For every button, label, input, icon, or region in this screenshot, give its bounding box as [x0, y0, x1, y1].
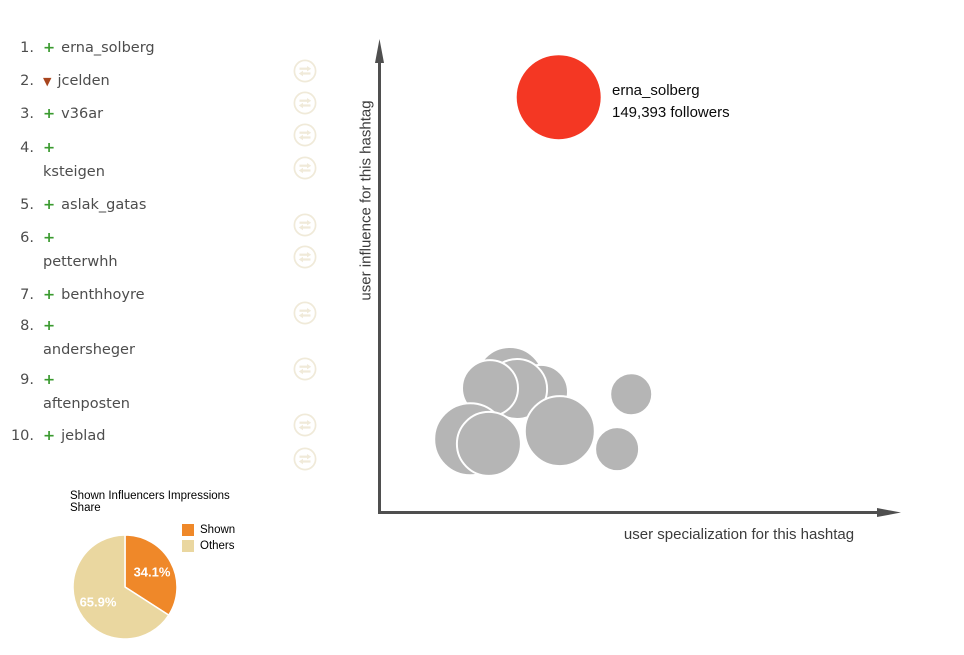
- rank-up-icon: +: [43, 428, 56, 444]
- influencer-name[interactable]: aslak_gatas: [61, 197, 147, 213]
- rank-up-icon: +: [43, 197, 56, 213]
- legend-item: Shown: [182, 522, 235, 538]
- bubble-annotation-followers: 149,393 followers: [612, 103, 730, 121]
- rank-number: 1.: [20, 40, 34, 56]
- rank-up-icon: +: [43, 140, 56, 156]
- influencer-bubble[interactable]: [594, 426, 641, 473]
- swap-arrows-icon: [293, 447, 317, 471]
- pie-chart-title: Shown Influencers Impressions Share: [70, 490, 230, 514]
- x-axis-arrow-icon: [877, 508, 901, 517]
- rank-number: 5.: [20, 197, 34, 213]
- pie-chart: [72, 534, 178, 640]
- rank-up-icon: +: [43, 287, 56, 303]
- y-axis-arrow-icon: [375, 39, 384, 63]
- swap-influencer-button[interactable]: [293, 213, 317, 237]
- swap-influencer-button[interactable]: [293, 91, 317, 115]
- rank-up-icon: +: [43, 40, 56, 56]
- bubble-annotation-name: erna_solberg: [612, 82, 700, 99]
- swap-arrows-icon: [293, 301, 317, 325]
- legend-swatch: [182, 524, 194, 536]
- legend-label: Others: [200, 540, 235, 552]
- rank-up-icon: +: [43, 318, 56, 334]
- legend-label: Shown: [200, 524, 236, 536]
- ranking-item-benthhoyre: 7. + benthhoyre: [0, 283, 145, 307]
- swap-influencer-button[interactable]: [293, 447, 317, 471]
- influencer-name[interactable]: benthhoyre: [61, 287, 145, 303]
- ranking-item-petterwhh: 6. + petterwhh: [0, 226, 118, 274]
- swap-arrows-icon: [293, 357, 317, 381]
- rank-number: 7.: [20, 287, 34, 303]
- influencer-name[interactable]: jcelden: [57, 73, 110, 89]
- rank-number: 3.: [20, 106, 34, 122]
- legend-item: Others: [182, 538, 235, 554]
- influencer-bubble[interactable]: [455, 410, 522, 477]
- ranking-item-jeblad: 10. + jeblad: [0, 424, 106, 448]
- ranking-item-aslak_gatas: 5. + aslak_gatas: [0, 193, 146, 217]
- swap-arrows-icon: [293, 213, 317, 237]
- rank-down-icon: ▼: [43, 75, 52, 88]
- influencer-bubble[interactable]: [523, 395, 596, 468]
- ranking-item-ksteigen: 4. + ksteigen: [0, 136, 105, 184]
- bubble-annotation: erna_solberg 149,393 followers: [612, 80, 730, 123]
- rank-number: 4.: [20, 140, 34, 156]
- rank-up-icon: +: [43, 230, 56, 246]
- pie-slice-others: [72, 534, 170, 640]
- swap-arrows-icon: [293, 245, 317, 269]
- influencer-name[interactable]: aftenposten: [43, 396, 130, 412]
- influencer-bubble[interactable]: [609, 372, 654, 417]
- pie-percentage-label: 65.9%: [79, 594, 117, 610]
- swap-arrows-icon: [293, 156, 317, 180]
- influencer-name[interactable]: erna_solberg: [61, 40, 155, 56]
- swap-influencer-button[interactable]: [293, 245, 317, 269]
- rank-number: 10.: [10, 428, 34, 444]
- rank-number: 9.: [20, 372, 34, 388]
- ranking-item-v36ar: 3. + v36ar: [0, 102, 103, 126]
- swap-arrows-icon: [293, 413, 317, 437]
- rank-number: 8.: [20, 318, 34, 334]
- ranking-item-erna_solberg: 1. + erna_solberg: [0, 36, 155, 60]
- swap-arrows-icon: [293, 91, 317, 115]
- bubble-erna_solberg[interactable]: [516, 55, 601, 140]
- influencer-name[interactable]: v36ar: [61, 106, 104, 122]
- rank-up-icon: +: [43, 106, 56, 122]
- swap-influencer-button[interactable]: [293, 123, 317, 147]
- legend-swatch: [182, 540, 194, 552]
- ranking-item-jcelden: 2. ▼ jcelden: [0, 69, 110, 94]
- pie-legend: Shown Others: [182, 522, 235, 554]
- influencer-name[interactable]: ksteigen: [43, 164, 105, 180]
- rank-up-icon: +: [43, 372, 56, 388]
- swap-influencer-button[interactable]: [293, 413, 317, 437]
- swap-influencer-button[interactable]: [293, 301, 317, 325]
- pie-percentage-label: 34.1%: [133, 564, 171, 580]
- ranking-item-aftenposten: 9. + aftenposten: [0, 368, 130, 416]
- influencer-name[interactable]: petterwhh: [43, 254, 118, 270]
- influencer-name[interactable]: andersheger: [43, 342, 135, 358]
- y-axis-label: user influence for this hashtag: [357, 100, 375, 301]
- swap-influencer-button[interactable]: [293, 156, 317, 180]
- swap-influencer-button[interactable]: [293, 357, 317, 381]
- swap-influencer-button[interactable]: [293, 59, 317, 83]
- x-axis-label: user specialization for this hashtag: [623, 526, 855, 543]
- ranking-item-andersheger: 8. + andersheger: [0, 314, 135, 362]
- rank-number: 6.: [20, 230, 34, 246]
- swap-arrows-icon: [293, 123, 317, 147]
- rank-number: 2.: [20, 73, 34, 89]
- chart-axes: [375, 39, 901, 517]
- bubble-group: [433, 55, 654, 477]
- swap-arrows-icon: [293, 59, 317, 83]
- influencer-name[interactable]: jeblad: [61, 428, 106, 444]
